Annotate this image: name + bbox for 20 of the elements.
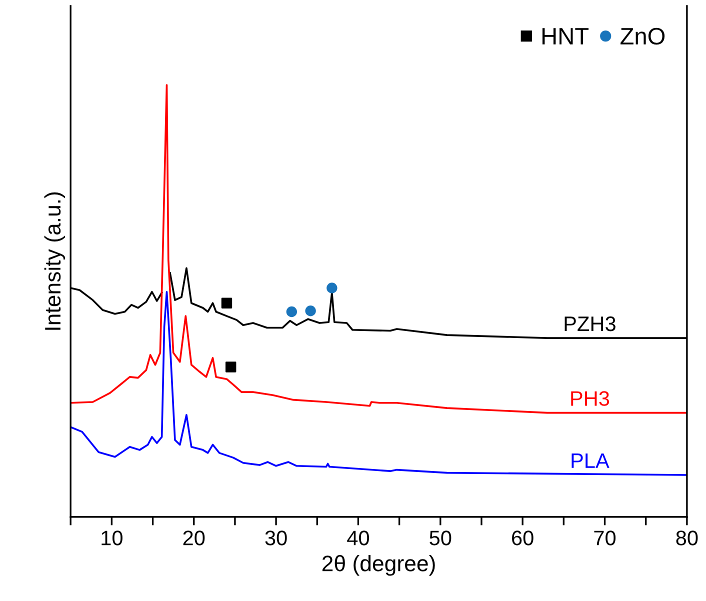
point <box>326 282 338 294</box>
x-tick-label: 40 <box>347 530 369 546</box>
point <box>225 362 236 372</box>
x-tick-label: 60 <box>512 530 534 546</box>
legend-label: ZnO <box>620 28 665 45</box>
x-tick-label: 50 <box>430 530 452 546</box>
y-axis-title: Intensity (a.u.) <box>44 192 66 330</box>
x-tick-label: 30 <box>265 530 287 546</box>
x-tick-label: 70 <box>594 530 616 546</box>
point <box>305 306 316 316</box>
point <box>221 298 232 308</box>
x-tick-label: 10 <box>102 530 122 546</box>
x-axis-title: 2θ (degree) <box>322 555 435 576</box>
point <box>286 306 298 318</box>
x-tick-label: 80 <box>676 530 698 546</box>
series-label: PZH3 <box>564 316 616 332</box>
series-label: PLA <box>572 454 610 468</box>
legend-label: HNT <box>542 28 589 44</box>
series-label: PH3 <box>571 391 610 406</box>
x-tick-label: 20 <box>183 530 205 546</box>
